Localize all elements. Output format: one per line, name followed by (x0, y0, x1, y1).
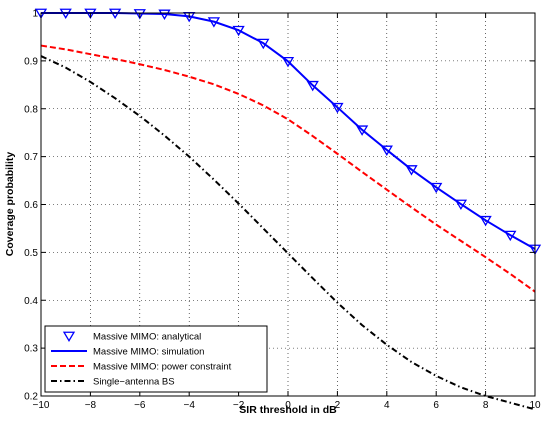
analytical-marker (331, 102, 344, 114)
legend-label: Massive MIMO: simulation (93, 347, 204, 358)
legend-label: Single−antenna BS (93, 377, 175, 388)
x-axis-label: SIR threshold in dB (239, 404, 337, 416)
y-tick-label: 0.4 (24, 296, 38, 307)
x-tick-label: −6 (134, 400, 146, 411)
x-tick-label: 8 (483, 400, 489, 411)
ticks: −10 −8 −6 −4 −2 0 2 4 6 8 10 0.2 0.3 0.4 0.5 0.6 0.7 0.8 0… (24, 9, 541, 412)
y-tick-label: 0.7 (24, 152, 38, 163)
y-tick-label: 0.2 (24, 392, 38, 403)
y-tick-label: 0.9 (24, 56, 38, 67)
series-line-3 (40, 55, 536, 411)
legend-label: Massive MIMO: analytical (93, 332, 201, 343)
analytical-marker (405, 165, 418, 176)
x-tick-label: −2 (233, 400, 245, 411)
analytical-marker (355, 125, 369, 136)
legend-label: Massive MIMO: power constraint (93, 362, 232, 373)
x-tick-label: 6 (433, 400, 439, 411)
x-tick-label: −10 (33, 400, 50, 411)
x-tick-label: 4 (384, 400, 390, 411)
analytical-marker (306, 80, 319, 92)
x-tick-label: −8 (85, 400, 97, 411)
series-line-2 (40, 44, 536, 293)
x-tick-label: −4 (183, 400, 195, 411)
x-tick-label: 10 (529, 400, 541, 411)
analytical-marker (380, 145, 393, 156)
y-tick-label: 0.8 (24, 104, 38, 115)
y-tick-label: 1 (32, 9, 38, 20)
analytical-marker (281, 56, 295, 68)
y-tick-label: 0.6 (24, 200, 38, 211)
analytical-marker (257, 38, 270, 50)
legend-swatch (62, 331, 76, 343)
y-axis-label: Coverage probability (4, 152, 16, 257)
y-tick-label: 0.5 (24, 248, 38, 259)
y-tick-label: 0.3 (24, 344, 38, 355)
x-tick-label: 0 (285, 400, 291, 411)
x-tick-label: 2 (335, 400, 341, 411)
legend: Massive MIMO: analytical Massive MIMO: si… (44, 325, 268, 393)
